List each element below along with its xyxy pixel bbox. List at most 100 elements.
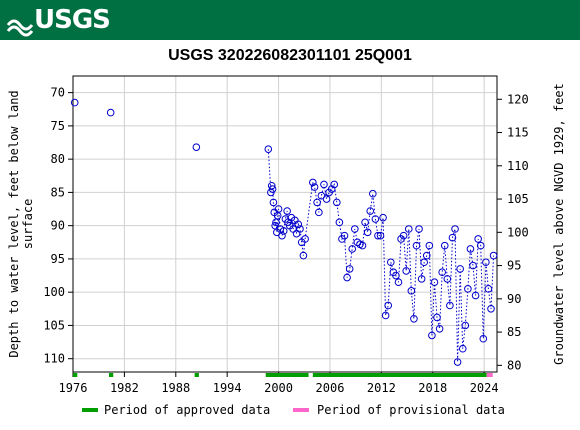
chart-title: USGS 320226082301101 25Q001 bbox=[168, 47, 412, 64]
data-point bbox=[456, 265, 464, 273]
x-tick-label: 2012 bbox=[367, 381, 396, 395]
x-tick-label: 2000 bbox=[264, 381, 293, 395]
y-left-tick-label: 75 bbox=[51, 119, 65, 133]
y-axis-left: 70 75 80 85 90 95 100 105 110 bbox=[43, 86, 73, 366]
plot-frame bbox=[72, 75, 498, 373]
data-point bbox=[320, 180, 328, 189]
data-point bbox=[458, 344, 467, 353]
y-right-tick-label: 85 bbox=[507, 325, 521, 339]
data-point bbox=[379, 213, 387, 222]
data-point bbox=[376, 231, 385, 240]
data-point bbox=[381, 311, 390, 320]
data-point bbox=[363, 228, 372, 237]
x-tick-label: 1982 bbox=[110, 381, 139, 395]
data-point bbox=[317, 191, 326, 200]
approved-period-bar bbox=[265, 373, 309, 377]
data-point bbox=[384, 301, 393, 310]
data-point bbox=[410, 314, 418, 323]
data-point bbox=[422, 251, 431, 260]
data-point bbox=[392, 271, 400, 280]
data-point bbox=[428, 331, 436, 340]
data-point bbox=[484, 285, 493, 293]
data-point bbox=[402, 267, 411, 275]
data-point bbox=[412, 241, 421, 250]
approval-bars bbox=[73, 373, 493, 377]
data-point bbox=[278, 231, 286, 240]
y-left-tick-label: 95 bbox=[51, 252, 65, 266]
legend-approved-label: Period of approved data bbox=[104, 403, 270, 417]
legend-provisional-swatch bbox=[293, 408, 309, 412]
data-point bbox=[368, 189, 377, 198]
data-point bbox=[430, 278, 439, 287]
y-axis-left-label-line1: Depth to water level, feet below land bbox=[7, 90, 21, 357]
data-point bbox=[268, 185, 277, 193]
data-point bbox=[461, 321, 470, 330]
approved-period-bar bbox=[312, 373, 487, 377]
data-point bbox=[333, 198, 341, 207]
data-point bbox=[358, 241, 367, 250]
y-left-tick-label: 105 bbox=[43, 318, 65, 332]
data-point bbox=[269, 198, 278, 207]
data-point bbox=[301, 235, 309, 243]
data-point bbox=[404, 225, 413, 233]
data-point bbox=[425, 241, 434, 250]
y-left-tick-label: 85 bbox=[51, 185, 65, 199]
data-point bbox=[327, 185, 336, 193]
x-tick-label: 2006 bbox=[316, 381, 345, 395]
data-point bbox=[476, 241, 485, 250]
data-point bbox=[353, 238, 362, 247]
data-point bbox=[417, 275, 426, 283]
data-point bbox=[348, 245, 357, 253]
usgs-banner: USGS bbox=[0, 0, 580, 40]
x-tick-label: 2024 bbox=[470, 381, 499, 395]
data-point bbox=[274, 205, 283, 213]
data-point bbox=[420, 258, 428, 267]
data-point bbox=[315, 208, 323, 217]
data-point bbox=[192, 143, 201, 151]
data-point bbox=[340, 231, 349, 240]
y-axis-left-label-line2: surface bbox=[21, 199, 35, 250]
data-point bbox=[446, 301, 454, 310]
data-point bbox=[371, 215, 380, 223]
usgs-logo-icon bbox=[6, 19, 34, 37]
data-point bbox=[466, 245, 475, 253]
y-axis-right: 120 115 110 105 100 95 90 85 80 bbox=[497, 92, 529, 372]
data-point bbox=[479, 334, 488, 343]
provisional-period-bar bbox=[486, 373, 493, 377]
data-point bbox=[415, 225, 423, 233]
legend: Period of approved data Period of provis… bbox=[82, 403, 505, 417]
data-point bbox=[296, 225, 304, 233]
y-right-tick-label: 90 bbox=[507, 292, 521, 306]
data-point bbox=[394, 278, 403, 287]
data-point bbox=[471, 291, 480, 300]
series-points bbox=[70, 98, 498, 366]
y-left-tick-label: 100 bbox=[43, 285, 65, 299]
data-point bbox=[361, 218, 369, 227]
data-point bbox=[487, 305, 495, 313]
data-point bbox=[464, 285, 472, 293]
approved-period-bar bbox=[108, 373, 114, 377]
data-point bbox=[482, 258, 490, 267]
data-point bbox=[474, 235, 482, 243]
data-point bbox=[345, 265, 354, 273]
data-point bbox=[438, 268, 446, 277]
legend-approved-swatch bbox=[82, 408, 98, 412]
x-axis: 1976 1982 1988 1994 2000 2006 2012 2018 2024 bbox=[59, 372, 499, 395]
data-point bbox=[440, 241, 449, 250]
y-left-tick-label: 90 bbox=[51, 219, 65, 233]
usgs-logo-text: USGS bbox=[34, 5, 111, 35]
data-point bbox=[283, 207, 291, 215]
data-point bbox=[70, 98, 79, 107]
x-tick-label: 2018 bbox=[418, 381, 447, 395]
y-axis-right-label: Groundwater level above NGVD 1929, feet bbox=[552, 83, 566, 365]
approved-period-bar bbox=[73, 373, 78, 377]
data-point bbox=[335, 218, 344, 227]
data-point bbox=[351, 225, 359, 233]
data-point bbox=[469, 261, 477, 270]
data-point bbox=[386, 258, 395, 267]
data-point bbox=[451, 225, 459, 233]
y-left-tick-label: 70 bbox=[51, 86, 65, 100]
legend-provisional-label: Period of provisional data bbox=[317, 403, 505, 417]
data-point bbox=[309, 178, 317, 187]
